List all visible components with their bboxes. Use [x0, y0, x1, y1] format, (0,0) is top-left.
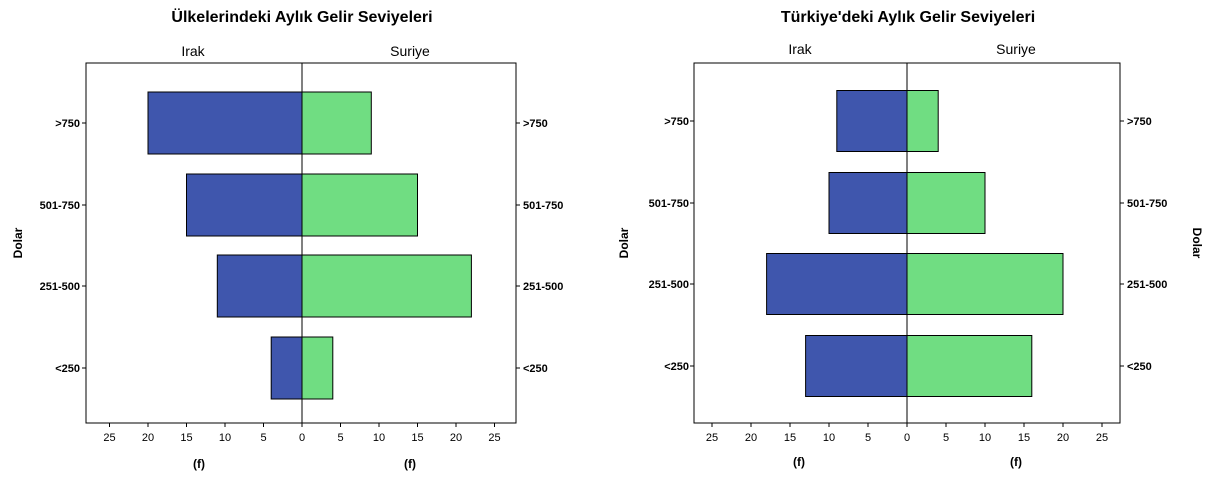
x-tick-label: 15 — [180, 432, 192, 444]
chart-title: Türkiye'deki Aylık Gelir Seviyeleri — [781, 9, 1035, 26]
bar-left-3 — [766, 253, 908, 315]
x-axis-title-right: (f) — [404, 457, 416, 471]
category-label-left: >750 — [55, 118, 80, 130]
bar-right-2 — [906, 172, 986, 234]
x-axis-title-left: (f) — [193, 457, 205, 471]
x-axis-title-right: (f) — [1010, 455, 1022, 469]
bar-right-4 — [906, 335, 1033, 397]
right-group-label: Suriye — [390, 43, 430, 59]
bar-left-2 — [828, 172, 908, 234]
x-tick-label: 15 — [784, 432, 796, 444]
category-label-left: >750 — [664, 116, 689, 128]
right-group-label: Suriye — [996, 41, 1036, 57]
category-label-right: >750 — [1127, 116, 1152, 128]
bar-left-3 — [216, 254, 303, 318]
x-tick-label: 5 — [337, 432, 343, 444]
category-label-right: 501-750 — [523, 200, 563, 212]
bar-right-1 — [301, 91, 372, 155]
x-tick-label: 10 — [373, 432, 385, 444]
category-label-left: 251-500 — [649, 279, 689, 291]
x-axis-title-left: (f) — [793, 455, 805, 469]
y-axis-title-left: Dolar — [617, 227, 631, 258]
bar-left-1 — [147, 91, 303, 155]
x-tick-label: 10 — [219, 432, 231, 444]
bar-left-1 — [836, 90, 908, 152]
bar-right-1 — [906, 90, 939, 152]
chart-panel-2: Türkiye'deki Aylık Gelir Seviyeleri Irak S… — [617, 9, 1204, 469]
y-axis-title-left: Dolar — [11, 227, 25, 258]
x-tick-label: 5 — [943, 432, 949, 444]
category-label-right: <250 — [1127, 361, 1152, 373]
category-label-right: 251-500 — [1127, 279, 1167, 291]
x-tick-label: 25 — [103, 432, 115, 444]
category-label-right: >750 — [523, 118, 548, 130]
chart-panel-1: Ülkelerindeki Aylık Gelir Seviyeleri Irak… — [11, 7, 563, 471]
category-label-left: <250 — [664, 361, 689, 373]
x-tick-label: 20 — [142, 432, 154, 444]
x-tick-label: 0 — [299, 432, 305, 444]
left-group-label: Irak — [181, 43, 205, 59]
x-tick-label: 15 — [1018, 432, 1030, 444]
x-tick-label: 15 — [411, 432, 423, 444]
bar-right-3 — [906, 253, 1064, 315]
category-label-right: 501-750 — [1127, 198, 1167, 210]
bar-left-4 — [270, 336, 303, 400]
x-tick-label: 0 — [904, 432, 910, 444]
x-tick-label: 20 — [1057, 432, 1069, 444]
bar-left-4 — [805, 335, 908, 397]
x-tick-label: 25 — [1096, 432, 1108, 444]
bar-right-2 — [301, 173, 418, 237]
x-tick-label: 20 — [450, 432, 462, 444]
x-tick-label: 10 — [979, 432, 991, 444]
x-tick-label: 5 — [865, 432, 871, 444]
y-axis-title-right: Dolar — [1190, 228, 1204, 259]
left-group-label: Irak — [788, 41, 812, 57]
x-tick-label: 10 — [823, 432, 835, 444]
x-tick-label: 25 — [488, 432, 500, 444]
category-label-left: 251-500 — [40, 281, 80, 293]
bar-left-2 — [186, 173, 303, 237]
bar-right-4 — [301, 336, 334, 400]
category-label-left: 501-750 — [649, 198, 689, 210]
x-tick-label: 5 — [260, 432, 266, 444]
x-tick-label: 25 — [706, 432, 718, 444]
category-label-right: <250 — [523, 363, 548, 375]
category-label-left: 501-750 — [40, 200, 80, 212]
category-label-right: 251-500 — [523, 281, 563, 293]
bar-right-3 — [301, 254, 472, 318]
chart-title: Ülkelerindeki Aylık Gelir Seviyeleri — [171, 7, 432, 26]
plot-frame — [85, 62, 517, 424]
category-label-left: <250 — [55, 363, 80, 375]
x-tick-label: 20 — [745, 432, 757, 444]
